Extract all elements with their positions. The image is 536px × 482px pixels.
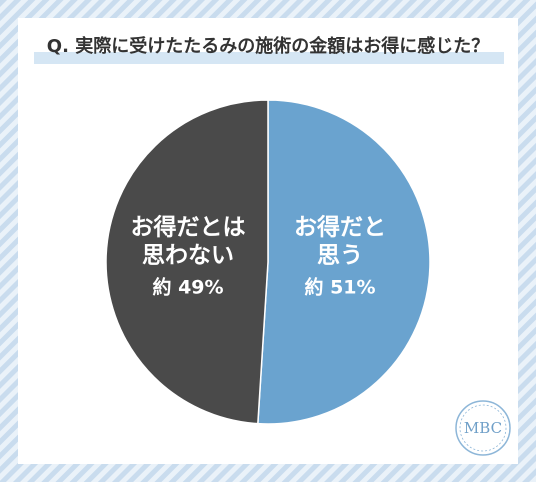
value-label: 約 49%: [152, 276, 223, 299]
chart-title: Q. 実際に受けたたるみの施術の金額はお得に感じた？: [47, 35, 489, 57]
pie: [105, 99, 431, 425]
title-highlight: [34, 52, 504, 64]
logo-ring-inner: [459, 404, 507, 452]
logo-ring: [455, 400, 511, 456]
pie-slice: [105, 99, 269, 425]
slice-label: お得だと: [294, 214, 386, 241]
slice-label: 思わない: [142, 243, 234, 269]
slice-label: お得だとは: [131, 214, 246, 241]
logo: MBC: [464, 419, 502, 437]
slice-label: 思う: [317, 243, 363, 269]
value-label: 約 51%: [304, 276, 375, 299]
pie-slice: [257, 99, 431, 425]
